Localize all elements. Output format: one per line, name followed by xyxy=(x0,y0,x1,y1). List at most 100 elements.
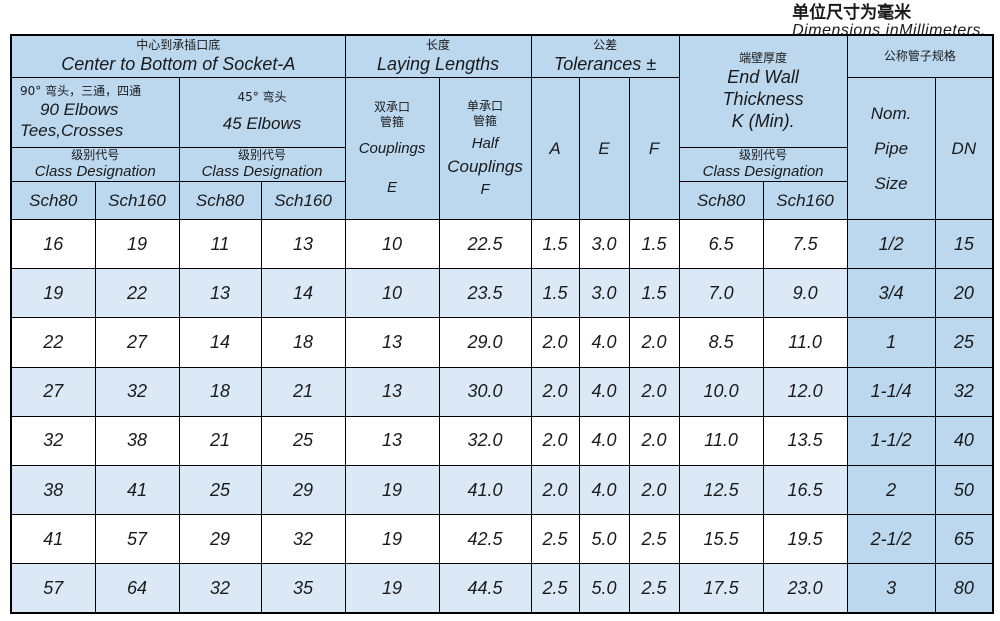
header-wall-en3: K (Min). xyxy=(731,110,795,131)
cell-dn: 50 xyxy=(934,464,994,516)
cell-dn: 40 xyxy=(934,415,994,466)
header-half-cn1: 单承口 xyxy=(467,98,504,113)
header-couplings: 双承口 管箍 Couplings E xyxy=(344,76,440,221)
cell-a-90-sch80: 57 xyxy=(10,563,96,614)
class-cn-45: 级别代号 xyxy=(238,148,287,163)
cell-wall-sch80: 8.5 xyxy=(678,317,764,368)
table-row: 32 38 21 25 13 32.0 2.0 4.0 2.0 11.0 13.5 1-1/2 40 xyxy=(10,415,994,466)
cell-wall-sch160: 23.0 xyxy=(762,563,848,614)
cell-wall-sch80: 17.5 xyxy=(678,563,764,614)
cell-laying-f: 29.0 xyxy=(438,317,532,368)
cell-a-45-sch160: 21 xyxy=(260,366,346,417)
table-row: 16 19 11 13 10 22.5 1.5 3.0 1.5 6.5 7.5 1/2 15 xyxy=(10,219,994,270)
cell-a-90-sch80: 41 xyxy=(10,514,96,565)
socket-fittings-table: 中心到承插口底 Center to Bottom of Socket-A 长度 … xyxy=(10,34,995,614)
cell-tol-f: 2.0 xyxy=(628,464,680,516)
cell-a-45-sch80: 13 xyxy=(178,268,262,319)
cell-tol-e: 4.0 xyxy=(578,317,630,368)
header-wall-cn: 端壁厚度 xyxy=(739,50,788,65)
cell-a-45-sch160: 14 xyxy=(260,268,346,319)
table-row: 38 41 25 29 19 41.0 2.0 4.0 2.0 12.5 16.5 2 50 xyxy=(10,464,994,516)
table-row: 41 57 29 32 19 42.5 2.5 5.0 2.5 15.5 19.5 2-1/2 65 xyxy=(10,514,994,565)
cell-a-90-sch160: 27 xyxy=(94,317,180,368)
table-row: 57 64 32 35 19 44.5 2.5 5.0 2.5 17.5 23.0 3 80 xyxy=(10,563,994,614)
cell-tol-e: 3.0 xyxy=(578,219,630,270)
cell-wall-sch80: 7.0 xyxy=(678,268,764,319)
header-tolerances: 公差 Tolerances ± xyxy=(530,34,680,78)
header-class-designation-wall: 级别代号 Class Designation xyxy=(678,146,848,182)
cell-a-90-sch80: 38 xyxy=(10,464,96,516)
header-nom-3: Size xyxy=(874,173,908,193)
header-class-designation-45: 级别代号 Class Designation xyxy=(178,146,346,182)
header-half-couplings: 单承口 管箍 Half Couplings F xyxy=(438,76,532,221)
cell-laying-e: 19 xyxy=(344,514,440,565)
cell-wall-sch160: 11.0 xyxy=(762,317,848,368)
cell-nom-pipe-size: 1 xyxy=(846,317,936,368)
header-nominal-size: 公称管子规格 xyxy=(846,34,994,78)
header-45-elbows: 45° 弯头 45 Elbows xyxy=(178,76,346,148)
cell-nom-pipe-size: 3/4 xyxy=(846,268,936,319)
cell-a-90-sch160: 22 xyxy=(94,268,180,319)
cell-a-90-sch80: 16 xyxy=(10,219,96,270)
cell-a-45-sch80: 14 xyxy=(178,317,262,368)
header-nom-2: Pipe xyxy=(874,138,909,158)
header-center-cn: 中心到承插口底 xyxy=(136,37,221,52)
header-90-cn: 90° 弯头，三通，四通 xyxy=(20,83,142,98)
cell-a-45-sch80: 21 xyxy=(178,415,262,466)
header-tol-en: Tolerances ± xyxy=(553,53,657,74)
cell-tol-e: 5.0 xyxy=(578,514,630,565)
header-laying-cn: 长度 xyxy=(426,37,451,52)
cell-laying-e: 19 xyxy=(344,464,440,516)
cell-tol-f: 1.5 xyxy=(628,268,680,319)
header-tol-e: E xyxy=(578,76,630,221)
cell-a-45-sch160: 35 xyxy=(260,563,346,614)
class-en-45: Class Designation xyxy=(201,163,323,181)
cell-wall-sch80: 11.0 xyxy=(678,415,764,466)
cell-nom-pipe-size: 1/2 xyxy=(846,219,936,270)
header-45-en: 45 Elbows xyxy=(222,114,302,134)
header-half-sym: F xyxy=(480,180,490,198)
cell-dn: 20 xyxy=(934,268,994,319)
cell-wall-sch160: 13.5 xyxy=(762,415,848,466)
cell-laying-f: 22.5 xyxy=(438,219,532,270)
header-dn: DN xyxy=(934,76,994,221)
header-half-cn2: 管箍 xyxy=(473,113,498,128)
cell-tol-f: 2.0 xyxy=(628,317,680,368)
table-row: 19 22 13 14 10 23.5 1.5 3.0 1.5 7.0 9.0 3/4 20 xyxy=(10,268,994,319)
cell-wall-sch160: 19.5 xyxy=(762,514,848,565)
header-sch80-90: Sch80 xyxy=(10,180,96,221)
cell-laying-e: 13 xyxy=(344,366,440,417)
header-nom-pipe-size: Nom. Pipe Size xyxy=(846,76,936,221)
cell-a-90-sch80: 27 xyxy=(10,366,96,417)
header-nom-1: Nom. xyxy=(870,103,912,123)
cell-a-45-sch80: 32 xyxy=(178,563,262,614)
cell-laying-e: 19 xyxy=(344,563,440,614)
cell-a-45-sch80: 11 xyxy=(178,219,262,270)
cell-nom-pipe-size: 2-1/2 xyxy=(846,514,936,565)
class-cn-wall: 级别代号 xyxy=(739,148,788,163)
cell-tol-a: 2.5 xyxy=(530,563,580,614)
cell-dn: 32 xyxy=(934,366,994,417)
cell-a-45-sch160: 32 xyxy=(260,514,346,565)
cell-a-90-sch160: 38 xyxy=(94,415,180,466)
header-tol-a: A xyxy=(530,76,580,221)
cell-tol-f: 2.5 xyxy=(628,563,680,614)
header-size-cn: 公称管子规格 xyxy=(883,48,956,63)
header-coupling-cn2: 管箍 xyxy=(380,115,405,130)
header-coupling-cn1: 双承口 xyxy=(374,100,411,115)
header-sch80-45: Sch80 xyxy=(178,180,262,221)
cell-tol-a: 2.0 xyxy=(530,317,580,368)
cell-tol-a: 2.5 xyxy=(530,514,580,565)
cell-a-90-sch160: 64 xyxy=(94,563,180,614)
header-end-wall: 端壁厚度 End Wall Thickness K (Min). xyxy=(678,34,848,148)
cell-a-90-sch80: 32 xyxy=(10,415,96,466)
header-wall-en2: Thickness xyxy=(722,88,804,109)
cell-tol-a: 1.5 xyxy=(530,219,580,270)
cell-tol-a: 2.0 xyxy=(530,464,580,516)
cell-nom-pipe-size: 2 xyxy=(846,464,936,516)
cell-dn: 15 xyxy=(934,219,994,270)
cell-tol-a: 2.0 xyxy=(530,415,580,466)
cell-laying-f: 23.5 xyxy=(438,268,532,319)
cell-tol-e: 3.0 xyxy=(578,268,630,319)
header-wall-en1: End Wall xyxy=(727,66,799,87)
